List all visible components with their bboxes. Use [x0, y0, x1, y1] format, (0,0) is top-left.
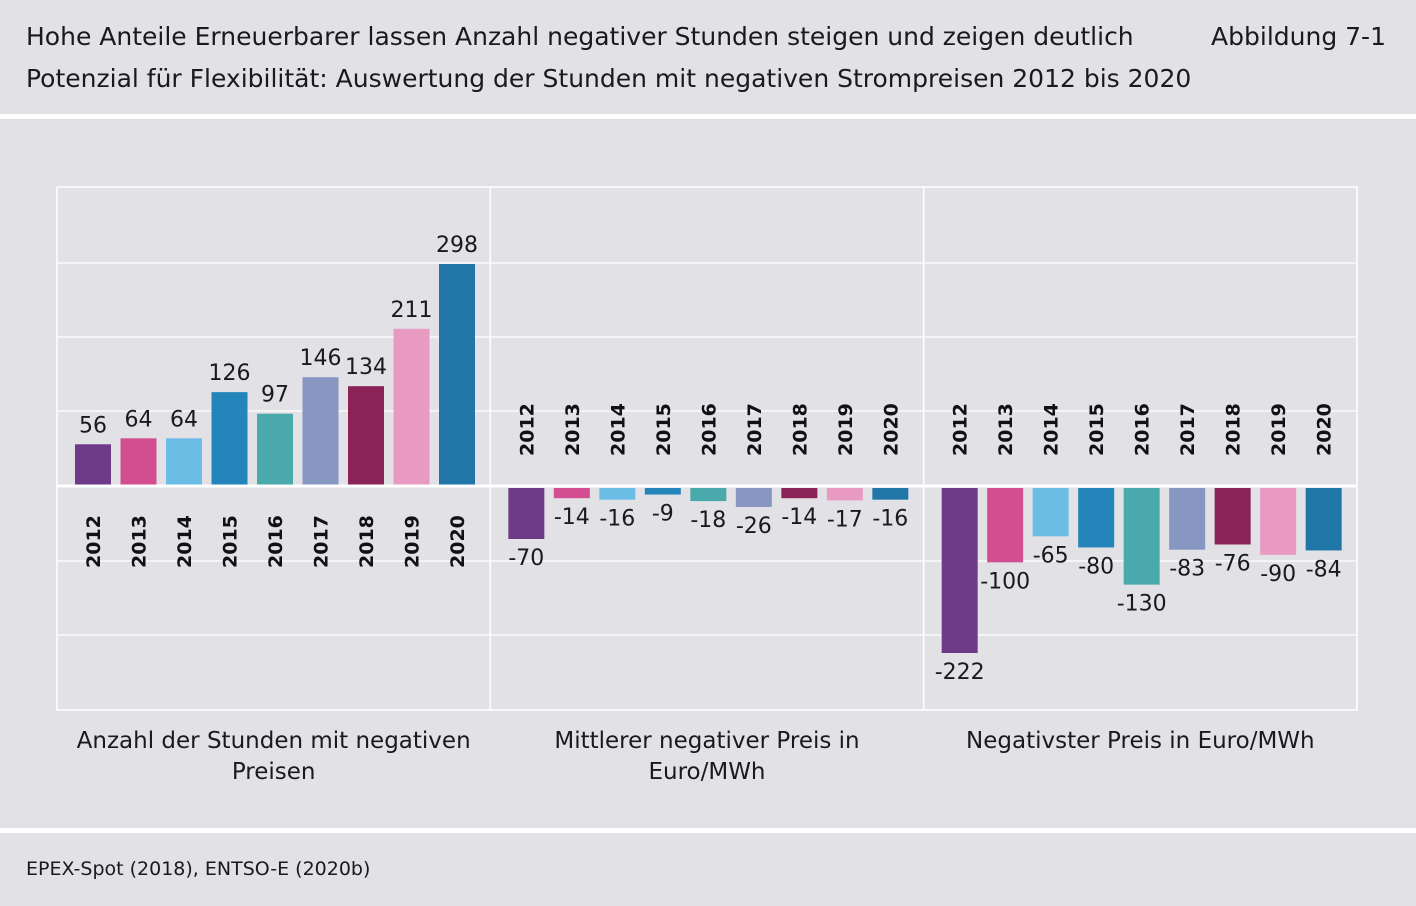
chart-title-line-1: Hohe Anteile Erneuerbarer lassen Anzahl … [26, 22, 1134, 51]
year-label-2-2015: 2015 [653, 403, 675, 456]
bar-2-2017 [735, 488, 772, 507]
year-label-1-2017: 2017 [311, 515, 333, 568]
year-label-3-2020: 2020 [1314, 403, 1336, 456]
data-label-2-2012: -70 [508, 546, 544, 571]
year-label-3-2016: 2016 [1132, 403, 1154, 456]
data-label-3-2019: -90 [1260, 562, 1296, 587]
bar-1-2019 [393, 328, 430, 486]
footer-divider [0, 828, 1416, 833]
bar-2-2019 [826, 488, 863, 501]
bar-1-2012 [75, 444, 111, 486]
data-label-2-2019: -17 [827, 507, 863, 532]
panel-caption-2-line-2: Euro/MWh [648, 759, 765, 785]
year-label-2-2014: 2014 [607, 403, 629, 456]
data-label-3-2013: -100 [980, 569, 1030, 594]
bar-1-2013 [120, 438, 157, 486]
year-label-1-2015: 2015 [220, 515, 242, 568]
year-label-1-2018: 2018 [356, 515, 378, 568]
year-label-2-2017: 2017 [744, 403, 766, 456]
data-label-2-2018: -14 [781, 505, 817, 530]
year-label-3-2019: 2019 [1268, 403, 1290, 456]
year-label-2-2019: 2019 [835, 403, 857, 456]
data-label-3-2014: -65 [1033, 543, 1069, 568]
year-label-2-2013: 2013 [562, 403, 584, 456]
year-label-3-2012: 2012 [950, 403, 972, 456]
bar-3-2017 [1169, 488, 1206, 550]
year-label-2-2018: 2018 [789, 403, 811, 456]
year-label-3-2013: 2013 [995, 403, 1017, 456]
year-label-3-2017: 2017 [1177, 403, 1199, 456]
bar-2-2014 [599, 488, 636, 500]
data-label-3-2018: -76 [1215, 551, 1251, 576]
data-label-3-2017: -83 [1169, 557, 1205, 582]
header-divider [0, 114, 1416, 119]
bar-3-2013 [987, 488, 1024, 563]
bar-3-2012 [941, 488, 978, 653]
bar-3-2019 [1260, 488, 1297, 555]
data-label-2-2017: -26 [736, 514, 772, 539]
panel-caption-3: Negativster Preis in Euro/MWh [966, 728, 1315, 754]
panel-caption-1-line-2: Preisen [232, 759, 316, 785]
data-label-2-2013: -14 [554, 505, 590, 530]
bar-3-2016 [1123, 488, 1160, 585]
header: Hohe Anteile Erneuerbarer lassen Anzahl … [0, 0, 1416, 116]
data-label-2-2020: -16 [872, 507, 908, 532]
bar-3-2014 [1032, 488, 1069, 537]
bar-3-2020 [1305, 488, 1342, 551]
bar-3-2015 [1078, 488, 1115, 548]
bar-2-2013 [553, 488, 590, 499]
year-label-1-2019: 2019 [402, 515, 424, 568]
year-label-3-2015: 2015 [1086, 403, 1108, 456]
data-label-1-2020: 298 [436, 233, 478, 258]
year-label-1-2013: 2013 [129, 515, 151, 568]
bar-2-2020 [872, 488, 909, 500]
data-label-1-2016: 97 [261, 383, 289, 408]
bar-1-2020 [439, 264, 475, 486]
data-label-2-2015: -9 [652, 502, 674, 527]
bar-2-2015 [644, 488, 681, 495]
data-label-3-2016: -130 [1117, 592, 1167, 617]
panel-caption-1: Anzahl der Stunden mit negativen [77, 728, 471, 754]
bar-1-2015 [211, 392, 248, 486]
year-label-3-2014: 2014 [1041, 403, 1063, 456]
year-label-2-2016: 2016 [698, 403, 720, 456]
data-label-1-2013: 64 [125, 407, 153, 432]
data-label-3-2020: -84 [1306, 557, 1342, 582]
plot-frame [56, 186, 1358, 711]
bar-1-2017 [302, 377, 339, 486]
source-note: EPEX-Spot (2018), ENTSO-E (2020b) [26, 858, 371, 880]
data-label-2-2016: -18 [690, 508, 726, 533]
data-label-3-2012: -222 [935, 660, 985, 685]
data-label-1-2014: 64 [170, 407, 198, 432]
data-label-2-2014: -16 [599, 507, 635, 532]
year-label-3-2018: 2018 [1223, 403, 1245, 456]
bar-2-2018 [781, 488, 818, 499]
bar-1-2018 [348, 386, 384, 486]
panel-caption-2: Mittlerer negativer Preis in [554, 728, 859, 754]
figure-number: Abbildung 7-1 [1211, 22, 1386, 51]
year-label-1-2016: 2016 [265, 515, 287, 568]
year-label-1-2014: 2014 [174, 515, 196, 568]
bar-2-2016 [690, 488, 727, 502]
data-label-1-2017: 146 [300, 346, 342, 371]
chart-title-line-2: Potenzial für Flexibilität: Auswertung d… [26, 64, 1192, 93]
year-label-2-2012: 2012 [516, 403, 538, 456]
data-label-1-2015: 126 [209, 361, 251, 386]
bar-3-2018 [1214, 488, 1251, 545]
data-label-1-2018: 134 [345, 355, 387, 380]
bar-2-2012 [508, 488, 545, 539]
data-label-3-2015: -80 [1078, 554, 1114, 579]
bar-1-2014 [166, 438, 202, 486]
data-label-1-2019: 211 [391, 298, 433, 323]
bar-1-2016 [257, 413, 293, 486]
year-label-2-2020: 2020 [880, 403, 902, 456]
data-label-1-2012: 56 [79, 413, 107, 438]
year-label-1-2012: 2012 [83, 515, 105, 568]
year-label-1-2020: 2020 [447, 515, 469, 568]
